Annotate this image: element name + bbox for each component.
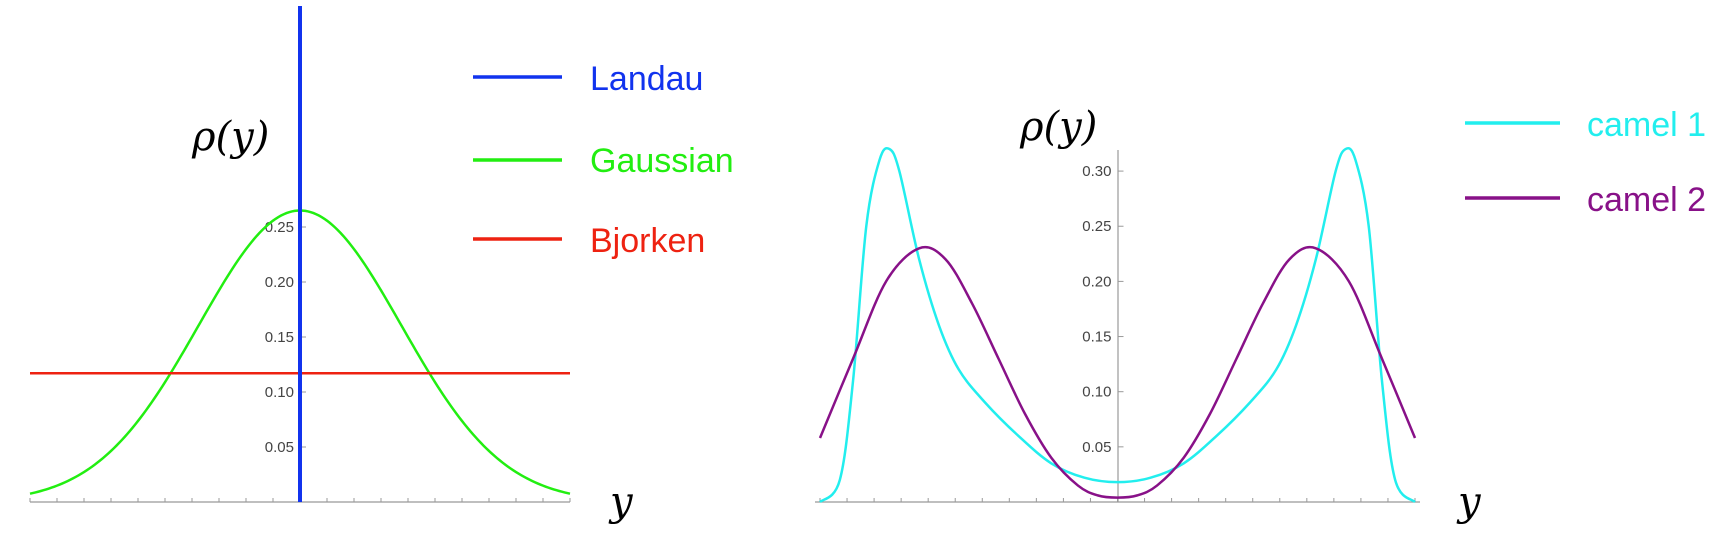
left-legend: Landau Gaussian Bjorken: [473, 60, 734, 260]
y-tick-label: 0.25: [1082, 218, 1111, 235]
gaussian-landau-bjorken-chart: 0.05 0.10 0.15 0.20 0.25 ρ(y) y Landau Gauss…: [29, 6, 734, 525]
right-legend: camel 1 camel 2: [1465, 106, 1706, 219]
legend-label-camel-1: camel 1: [1587, 106, 1706, 144]
right-x-axis-label: y: [1456, 479, 1482, 525]
y-tick-label: 0.30: [1082, 163, 1111, 180]
camel-1-curve: [819, 146, 1416, 503]
y-axis-ticks: 0.05 0.10 0.15 0.20 0.25 0.30: [1082, 163, 1124, 456]
y-tick-label: 0.25: [265, 219, 294, 236]
y-tick-label: 0.10: [265, 384, 294, 401]
y-tick-label: 0.20: [265, 274, 294, 291]
left-x-axis-label: y: [608, 479, 634, 525]
y-tick-label: 0.10: [1082, 384, 1111, 401]
legend-label-landau: Landau: [590, 60, 703, 98]
legend-label-camel-2: camel 2: [1587, 181, 1706, 219]
y-tick-label: 0.05: [1082, 439, 1111, 456]
y-tick-label: 0.20: [1082, 273, 1111, 290]
y-tick-label: 0.05: [265, 439, 294, 456]
y-axis-ticks: 0.05 0.10 0.15 0.20 0.25: [265, 219, 306, 456]
legend-label-bjorken: Bjorken: [590, 222, 705, 260]
camel-2-curve: [818, 245, 1417, 499]
legend-label-gaussian: Gaussian: [590, 142, 734, 180]
x-axis-ticks: [819, 498, 1416, 502]
y-tick-label: 0.15: [265, 329, 294, 346]
camel-chart: 0.05 0.10 0.15 0.20 0.25 0.30 ρ(y) y camel 1 …: [815, 104, 1706, 525]
y-tick-label: 0.15: [1082, 329, 1111, 346]
right-y-axis-label: ρ(y): [1019, 104, 1097, 150]
left-y-axis-label: ρ(y): [191, 114, 269, 160]
